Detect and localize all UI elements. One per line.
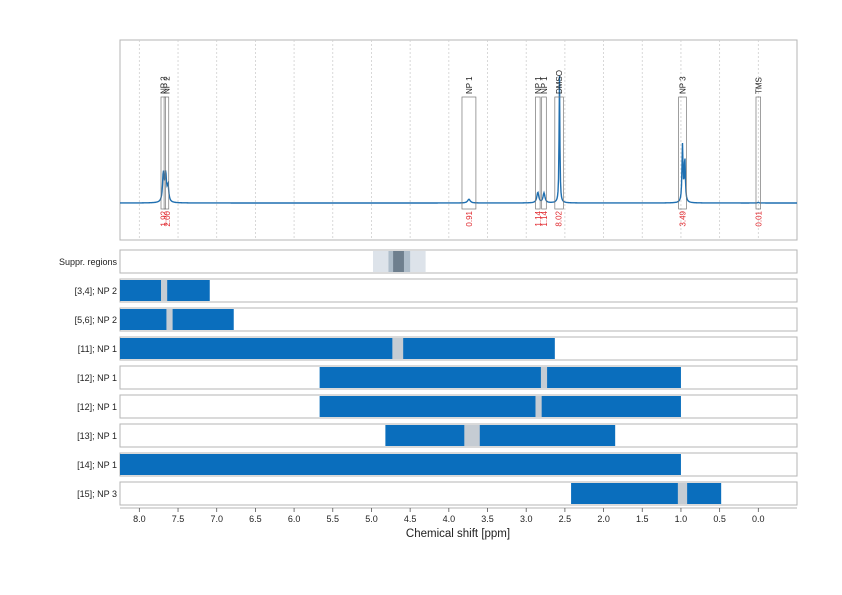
- x-tick-label: 2.0: [597, 514, 610, 524]
- region-bar: [120, 309, 234, 330]
- suppr-row-label: Suppr. regions: [59, 257, 118, 267]
- region-gap: [540, 367, 548, 388]
- x-tick-label: 2.5: [559, 514, 572, 524]
- region-row-label: [13]; NP 1: [77, 431, 117, 441]
- region-row-label: [14]; NP 1: [77, 460, 117, 470]
- x-tick-label: 6.0: [288, 514, 301, 524]
- annotation-label: NP 2: [162, 76, 171, 94]
- region-row-label: [15]; NP 3: [77, 489, 117, 499]
- x-tick-label: 0.5: [713, 514, 726, 524]
- integral-value: 8.02: [555, 210, 564, 226]
- spectrum-frame: [119, 39, 798, 241]
- x-tick-label: 4.0: [443, 514, 456, 524]
- region-gap: [166, 309, 173, 330]
- annotation-box: [163, 96, 170, 210]
- x-axis: 8.0 7.5 7.0 6.5 6.0 5.5 5.0 4.5 4.0 3.5 3.0 2.5 2.0 1…: [120, 507, 797, 524]
- x-tick-label: 8.0: [133, 514, 146, 524]
- suppr-region-inner: [393, 251, 404, 272]
- annotation-label: NP 1: [465, 76, 474, 94]
- region-gap: [161, 280, 168, 301]
- annotation-box: [461, 96, 477, 210]
- annotation-label: NP 2: [159, 76, 168, 94]
- region-gap: [464, 425, 480, 446]
- region-gap: [392, 338, 404, 359]
- integral-value: 0.01: [754, 210, 763, 226]
- annotation-box: [678, 96, 687, 210]
- annotation-label: NP 1: [540, 76, 549, 94]
- x-tick-label: 6.5: [249, 514, 262, 524]
- annotation-box: [554, 96, 564, 210]
- annotation-label: NP 1: [534, 76, 543, 94]
- region-bar: [385, 425, 616, 446]
- region-gap: [677, 483, 688, 504]
- integral-value: 1.14: [534, 210, 543, 226]
- x-tick-label: 1.0: [675, 514, 688, 524]
- annotation-label: NP 3: [678, 76, 687, 94]
- integral-value: 2.00: [163, 210, 172, 226]
- x-tick-label: 5.0: [365, 514, 378, 524]
- annotation-box: [541, 96, 547, 210]
- x-tick-label: 1.5: [636, 514, 649, 524]
- region-row-label: [12]; NP 1: [77, 373, 117, 383]
- region-bar: [120, 454, 681, 475]
- region-row-label: [11]; NP 1: [78, 344, 117, 354]
- x-tick-label: 7.0: [210, 514, 223, 524]
- integral-value: 3.49: [678, 210, 687, 226]
- integral-value: 1.92: [159, 210, 168, 226]
- x-tick-label: 4.5: [404, 514, 417, 524]
- x-tick-label: 7.5: [172, 514, 185, 524]
- region-bars-panel: Suppr. regions [3,4]; NP 2 [5,6]; NP 2 [11]…: [59, 249, 798, 506]
- region-row-label: [5,6]; NP 2: [75, 315, 117, 325]
- x-tick-label: 5.5: [327, 514, 340, 524]
- region-bar: [319, 396, 681, 417]
- annotation-label: TMS: [754, 77, 763, 94]
- annotation-label: DMSO: [555, 70, 564, 94]
- region-row-frame: [119, 278, 798, 303]
- annotation-box: [755, 96, 761, 210]
- integral-value: 1.14: [540, 210, 549, 226]
- region-bar: [571, 483, 722, 504]
- integral-value: 0.91: [465, 210, 474, 226]
- region-gap: [535, 396, 542, 417]
- region-row-label: [12]; NP 1: [77, 402, 117, 412]
- spectrum-line: [120, 75, 797, 204]
- annotation-box: [160, 96, 166, 210]
- region-bar: [120, 338, 555, 359]
- x-axis-title: Chemical shift [ppm]: [406, 528, 510, 540]
- x-tick-label: 0.0: [752, 514, 765, 524]
- x-tick-label: 3.5: [481, 514, 494, 524]
- region-row-label: [3,4]; NP 2: [75, 286, 117, 296]
- region-bar: [319, 367, 681, 388]
- x-tick-label: 3.0: [520, 514, 533, 524]
- suppr-row-frame: [119, 249, 798, 274]
- annotation-box: [535, 96, 541, 210]
